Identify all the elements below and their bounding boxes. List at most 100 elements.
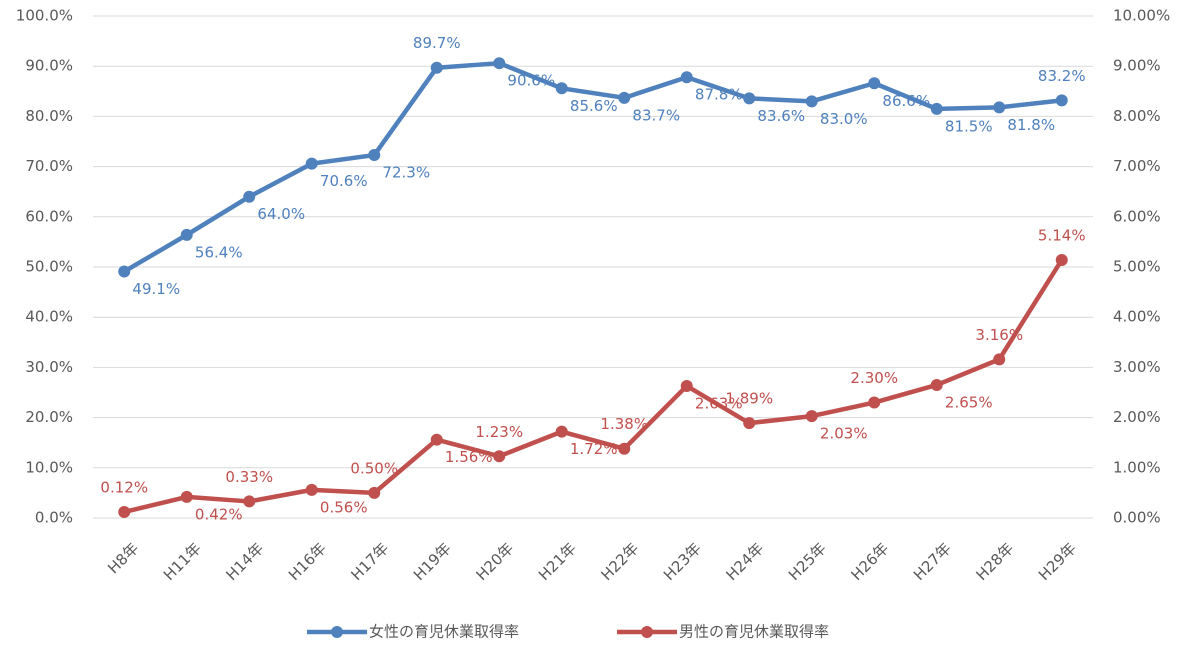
data-label: 1.56%: [445, 448, 493, 466]
data-label: 1.38%: [600, 415, 648, 433]
data-point: [993, 101, 1006, 114]
y-tick-label: 50.0%: [25, 258, 73, 276]
data-label: 87.8%: [695, 86, 743, 104]
data-label: 3.16%: [975, 326, 1023, 344]
y2-tick-label: 7.00%: [1113, 157, 1161, 175]
legend-marker: [331, 626, 343, 638]
data-label: 85.6%: [570, 97, 618, 115]
data-label: 5.14%: [1038, 226, 1086, 244]
data-point: [1055, 94, 1068, 107]
y2-tick-label: 2.00%: [1113, 408, 1161, 426]
data-label: 90.6%: [507, 72, 555, 90]
y2-tick-label: 4.00%: [1113, 308, 1161, 326]
y-tick-label: 80.0%: [25, 107, 73, 125]
data-point: [243, 495, 256, 508]
y2-tick-label: 1.00%: [1113, 458, 1161, 476]
data-label: 49.1%: [132, 280, 180, 298]
data-point: [305, 483, 318, 496]
data-label: 56.4%: [195, 243, 243, 261]
data-point: [1055, 253, 1068, 266]
legend-marker: [641, 626, 653, 638]
data-label: 1.89%: [725, 390, 773, 408]
y2-tick-label: 5.00%: [1113, 258, 1161, 276]
data-label: 83.2%: [1038, 67, 1086, 85]
data-label: 81.5%: [945, 117, 993, 135]
data-point: [493, 57, 506, 70]
data-label: 0.33%: [225, 468, 273, 486]
data-point: [680, 379, 693, 392]
y-tick-label: 60.0%: [25, 207, 73, 225]
data-point: [930, 102, 943, 115]
y-tick-label: 90.0%: [25, 57, 73, 75]
x-tick-label: H23年: [660, 539, 705, 584]
x-tick-label: H17年: [347, 539, 392, 584]
data-label: 1.72%: [570, 440, 618, 458]
data-point: [555, 82, 568, 95]
y2-tick-label: 0.00%: [1113, 509, 1161, 527]
data-point: [118, 265, 131, 278]
x-tick-label: H27年: [910, 539, 955, 584]
y-tick-label: 30.0%: [25, 358, 73, 376]
x-tick-label: H21年: [535, 539, 580, 584]
y-tick-label: 20.0%: [25, 408, 73, 426]
data-point: [930, 378, 943, 391]
data-label: 72.3%: [382, 164, 430, 182]
y-tick-label: 100.0%: [16, 7, 73, 25]
data-label: 81.8%: [1007, 116, 1055, 134]
y2-tick-label: 9.00%: [1113, 57, 1161, 75]
data-point: [618, 91, 631, 104]
x-tick-label: H11年: [160, 539, 205, 584]
x-tick-label: H20年: [472, 539, 517, 584]
x-tick-label: H26年: [847, 539, 892, 584]
data-point: [118, 505, 131, 518]
x-tick-label: H24年: [722, 539, 767, 584]
y2-tick-label: 8.00%: [1113, 107, 1161, 125]
data-point: [368, 149, 381, 162]
data-label: 2.65%: [945, 393, 993, 411]
data-label: 70.6%: [320, 172, 368, 190]
data-point: [180, 228, 193, 241]
data-label: 0.12%: [100, 478, 148, 496]
data-label: 0.56%: [320, 498, 368, 516]
data-point: [368, 486, 381, 499]
series-line: [123, 258, 1064, 515]
y-tick-label: 40.0%: [25, 308, 73, 326]
data-label: 0.42%: [195, 505, 243, 523]
data-point: [743, 92, 756, 105]
data-point: [555, 425, 568, 438]
data-point: [743, 417, 756, 430]
data-point: [993, 353, 1006, 366]
data-label: 64.0%: [257, 205, 305, 223]
data-label: 2.30%: [850, 369, 898, 387]
data-point: [493, 450, 506, 463]
data-label: 1.23%: [475, 423, 523, 441]
legend-label: 男性の育児休業取得率: [679, 623, 829, 641]
series-line: [123, 60, 1063, 274]
x-tick-label: H8年: [104, 539, 142, 577]
data-point: [243, 190, 256, 203]
x-tick-label: H28年: [972, 539, 1017, 584]
data-point: [618, 442, 631, 455]
data-label: 83.7%: [632, 106, 680, 124]
data-point: [680, 71, 693, 84]
x-tick-label: H25年: [785, 539, 830, 584]
legend-label: 女性の育児休業取得率: [369, 623, 519, 641]
x-tick-label: H16年: [285, 539, 330, 584]
data-label: 83.6%: [757, 107, 805, 125]
data-label: 89.7%: [413, 34, 461, 52]
data-point: [430, 61, 443, 74]
x-tick-label: H14年: [222, 539, 267, 584]
data-label: 2.03%: [820, 425, 868, 443]
y-tick-label: 10.0%: [25, 458, 73, 476]
data-point: [305, 157, 318, 170]
data-label: 83.0%: [820, 110, 868, 128]
data-point: [805, 410, 818, 423]
data-label: 86.6%: [882, 92, 930, 110]
data-label: 2.63%: [695, 394, 743, 412]
x-tick-label: H22年: [597, 539, 642, 584]
data-point: [868, 396, 881, 409]
data-label: 0.50%: [350, 459, 398, 477]
data-point: [868, 77, 881, 90]
y2-tick-label: 10.00%: [1113, 7, 1170, 25]
